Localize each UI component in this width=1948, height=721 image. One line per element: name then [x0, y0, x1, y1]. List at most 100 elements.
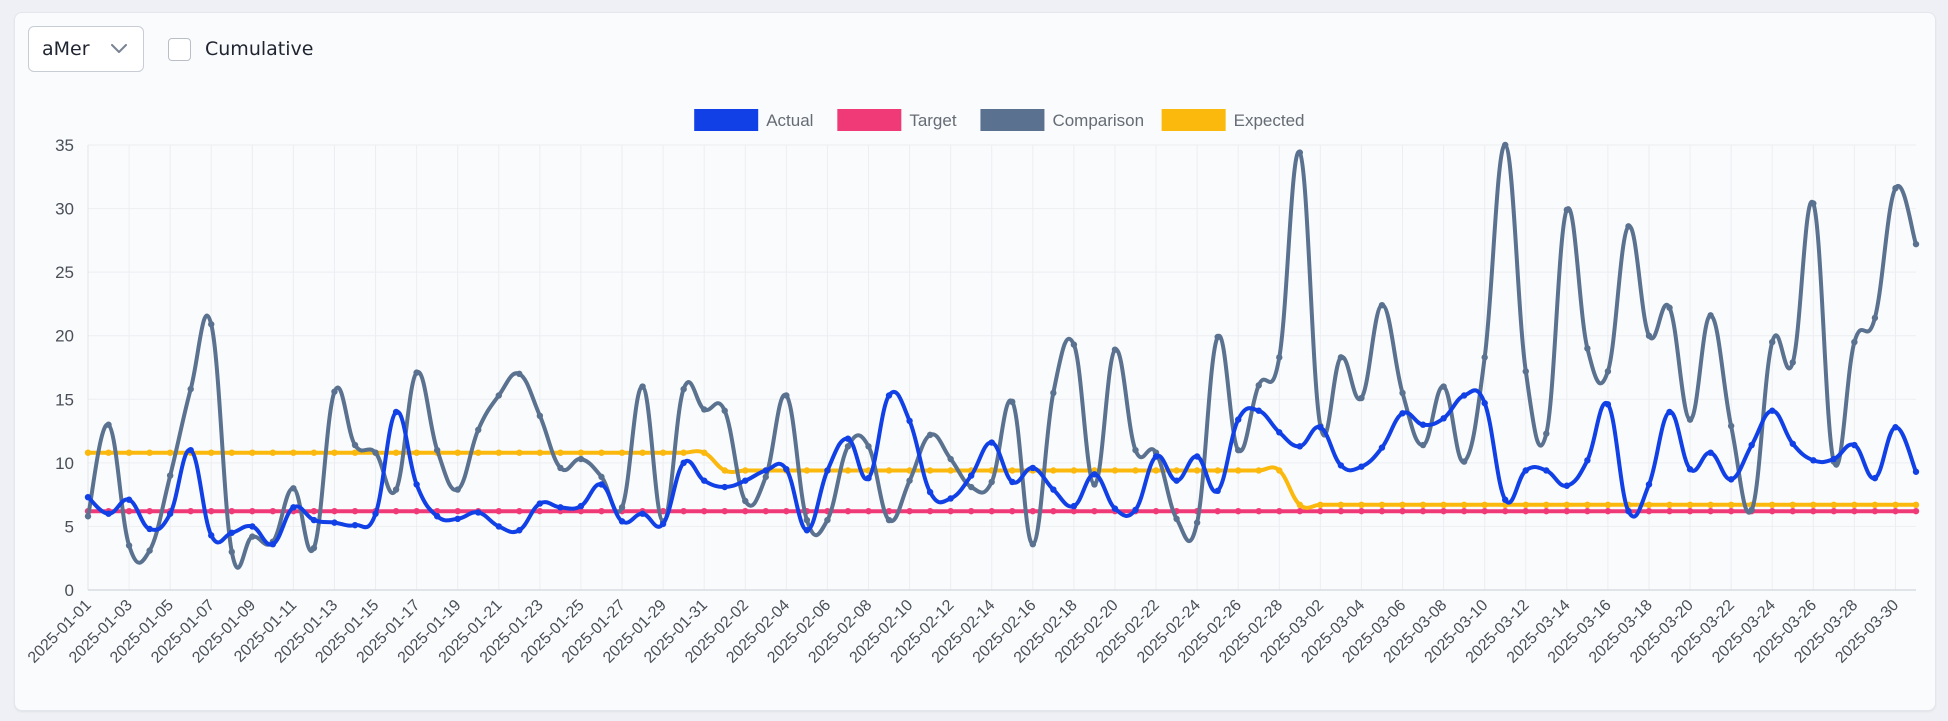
series-target-point [1419, 507, 1427, 515]
series-comparison-point [1235, 446, 1242, 454]
series-expected-point [1769, 501, 1776, 509]
series-actual-point [1871, 474, 1879, 482]
series-comparison-point [1727, 422, 1735, 430]
series-actual-point [433, 513, 441, 520]
series-actual-point [413, 481, 420, 488]
y-tick-label: 35 [55, 136, 74, 155]
series-comparison-point [228, 548, 235, 556]
series-comparison-point [1070, 341, 1078, 348]
series-comparison-point [1502, 141, 1509, 149]
series-comparison-point [1029, 541, 1037, 548]
series-expected-point [1009, 467, 1016, 474]
series-target-point [1255, 507, 1262, 515]
series-target-point [1009, 507, 1016, 515]
series-expected-point [885, 467, 893, 474]
series-target-point [1810, 507, 1817, 515]
series-target-point [1892, 507, 1899, 515]
series-actual-point [1727, 476, 1735, 483]
series-actual-point [208, 532, 215, 539]
series-actual-point [680, 459, 687, 467]
series-actual-point [495, 523, 502, 530]
series-comparison-point [1296, 149, 1304, 156]
series-actual-point [1604, 401, 1612, 408]
series-comparison-point [1543, 430, 1550, 437]
series-expected-point [1358, 501, 1365, 509]
series-comparison-point [1789, 359, 1796, 366]
legend-item-actual[interactable]: Actual [694, 109, 813, 131]
series-comparison-point [1111, 346, 1119, 353]
series-actual-point [331, 519, 338, 526]
series-actual-point [967, 472, 975, 479]
series-comparison-point [988, 478, 995, 486]
series-comparison-point [783, 392, 790, 399]
series-expected-point [598, 449, 605, 456]
series-target-point [844, 507, 852, 515]
legend-item-expected[interactable]: Expected [1161, 109, 1305, 131]
series-actual-point [742, 477, 749, 484]
series-target-point [700, 507, 708, 515]
legend-label-actual: Actual [766, 111, 813, 130]
series-target-point [762, 507, 769, 515]
series-target-point [125, 507, 133, 515]
series-expected-point [1543, 501, 1550, 509]
cumulative-toggle[interactable]: Cumulative [168, 37, 313, 61]
series-comparison-point [1378, 302, 1386, 309]
series-comparison-point [351, 441, 359, 449]
series-expected-point [1255, 467, 1262, 474]
series-actual-point [824, 467, 831, 474]
legend-item-comparison[interactable]: Comparison [980, 109, 1144, 131]
series-comparison-point [1810, 200, 1817, 207]
series-expected-point [1707, 501, 1714, 509]
y-tick-label: 10 [55, 454, 74, 473]
series-target-point [1563, 507, 1571, 515]
series-actual-point [557, 504, 564, 511]
series-actual-point [1502, 496, 1509, 503]
series-expected-point [269, 449, 277, 456]
series-comparison-point [1337, 354, 1345, 361]
series-expected-point [1173, 467, 1180, 474]
series-target-point [1666, 507, 1673, 515]
cumulative-checkbox[interactable] [168, 37, 191, 61]
region-select[interactable]: aMer [28, 26, 144, 72]
series-target-point [1358, 507, 1365, 515]
series-actual-point [516, 527, 523, 534]
series-comparison-point [1419, 441, 1427, 449]
legend-label-comparison: Comparison [1052, 111, 1144, 130]
series-comparison-point [824, 516, 831, 524]
series-comparison-point [413, 369, 420, 376]
series-expected-point [536, 449, 544, 456]
series-target-point [721, 507, 728, 515]
series-target-point [228, 507, 235, 515]
series-actual-point [1009, 478, 1016, 486]
series-target-point [1686, 507, 1694, 515]
series-actual-point [1296, 443, 1304, 450]
legend-item-target[interactable]: Target [837, 109, 957, 131]
series-target-point [1871, 507, 1879, 515]
legend: Actual Target Comparison Expected [694, 109, 1305, 131]
series-comparison-point [639, 383, 646, 390]
series-expected-point [166, 449, 174, 456]
series-expected-point [1460, 501, 1468, 509]
series-expected-point [1235, 467, 1242, 474]
series-target-point [1912, 507, 1920, 515]
chart-controls: aMer Cumulative [28, 25, 313, 73]
series-actual [84, 388, 1920, 548]
series-actual-point [1481, 399, 1488, 407]
series-actual-point [1666, 408, 1673, 416]
series-expected-point [208, 449, 215, 456]
series-actual-point [598, 481, 605, 488]
series-comparison-point [1091, 481, 1098, 488]
series-actual-point [228, 529, 235, 536]
series-actual-point [105, 510, 112, 517]
series-target-point [1091, 507, 1098, 515]
chevron-down-icon [111, 44, 127, 53]
series-target-point [1851, 507, 1858, 515]
series-actual-point [1070, 502, 1078, 510]
series-actual-point [1399, 410, 1406, 417]
series-expected-point [1666, 501, 1673, 509]
series-actual-point [1337, 462, 1345, 469]
series-actual-point [639, 510, 646, 517]
series-target-point [1460, 507, 1468, 515]
series-expected-point [351, 449, 359, 456]
